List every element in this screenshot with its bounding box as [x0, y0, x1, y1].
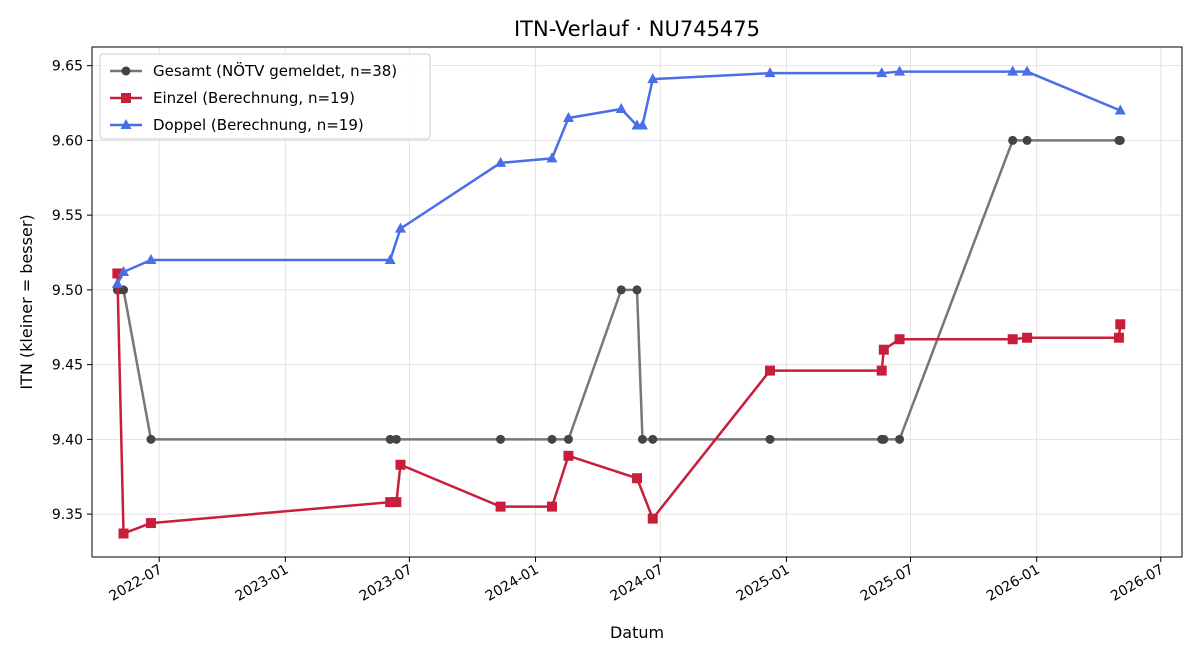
data-point-gesamt: [563, 434, 573, 444]
y-tick-label: 9.55: [52, 208, 83, 224]
data-point-doppel: [647, 73, 659, 84]
legend-label: Einzel (Berechnung, n=19): [153, 89, 355, 107]
y-tick-label: 9.35: [52, 507, 83, 523]
data-point-doppel: [145, 253, 157, 264]
data-point-gesamt: [616, 285, 626, 295]
x-tick-label: 2023-07: [357, 562, 416, 605]
data-point-gesamt: [146, 434, 156, 444]
y-tick-label: 9.45: [52, 358, 83, 374]
series-einzel: [112, 268, 1126, 539]
data-point-gesamt: [496, 434, 506, 444]
data-point-einzel: [1113, 332, 1124, 343]
data-point-doppel: [384, 253, 396, 264]
data-point-doppel: [636, 119, 648, 130]
legend-box: [99, 53, 431, 140]
data-point-einzel: [395, 459, 406, 470]
legend-item-gesamt: Gesamt (NÖTV gemeldet, n=38): [110, 61, 397, 80]
data-point-einzel: [894, 334, 905, 345]
data-point-gesamt: [648, 434, 658, 444]
series-line-einzel: [116, 273, 1122, 535]
data-point-einzel: [764, 365, 775, 376]
data-point-einzel: [112, 268, 123, 279]
legend-marker: [120, 119, 132, 129]
data-point-doppel: [394, 222, 406, 233]
x-axis: 2022-07 2023-01 2023-07 2024-01 2024-07 2025-…: [107, 557, 1167, 605]
data-point-gesamt: [385, 434, 395, 444]
x-tick-label: 2022-07: [107, 562, 166, 605]
y-tick-label: 9.40: [52, 432, 83, 448]
data-point-einzel: [546, 501, 557, 512]
series-layer: [111, 65, 1126, 539]
data-point-gesamt: [1022, 135, 1032, 145]
data-point-doppel: [894, 65, 906, 76]
data-point-einzel: [563, 450, 574, 461]
data-point-gesamt: [547, 434, 557, 444]
data-point-einzel: [385, 497, 396, 508]
x-tick-label: 2026-07: [1108, 562, 1167, 605]
data-point-einzel: [632, 473, 642, 484]
data-point-gesamt: [632, 285, 642, 295]
data-point-einzel: [878, 344, 889, 355]
data-point-doppel: [495, 156, 507, 167]
data-point-doppel: [1114, 104, 1126, 115]
data-point-doppel: [111, 277, 123, 288]
legend-marker: [121, 66, 131, 76]
data-point-einzel: [495, 501, 506, 512]
data-point-doppel: [562, 111, 574, 122]
data-point-einzel: [391, 497, 402, 508]
legend-item-doppel: Doppel (Berechnung, n=19): [110, 116, 364, 134]
data-point-einzel: [145, 518, 156, 529]
data-point-gesamt: [765, 434, 775, 444]
x-tick-label: 2025-07: [858, 562, 917, 605]
legend: Gesamt (NÖTV gemeldet, n=38) Einzel (Bere…: [99, 53, 431, 140]
chart-title: ITN-Verlauf · NU745475: [514, 17, 760, 41]
x-axis-label: Datum: [610, 623, 664, 642]
legend-item-einzel: Einzel (Berechnung, n=19): [110, 89, 355, 107]
data-point-einzel: [118, 528, 129, 539]
data-point-gesamt: [1008, 135, 1018, 145]
x-tick-label: 2023-01: [233, 562, 292, 605]
y-axis: 9.35 9.40 9.45 9.50 9.55 9.60 9.65: [52, 59, 92, 523]
x-tick-label: 2025-01: [734, 562, 793, 605]
data-point-gesamt: [1115, 135, 1125, 145]
data-point-gesamt: [391, 434, 401, 444]
data-point-doppel: [1007, 65, 1019, 76]
data-point-doppel: [764, 67, 776, 78]
series-gesamt: [112, 135, 1125, 444]
plot-frame: [91, 46, 1183, 558]
y-tick-label: 9.50: [52, 283, 83, 299]
y-tick-label: 9.60: [52, 133, 83, 149]
data-point-gesamt: [895, 434, 905, 444]
x-tick-label: 2026-01: [984, 562, 1043, 605]
y-tick-label: 9.65: [52, 59, 83, 75]
series-line-doppel: [116, 70, 1121, 285]
data-point-doppel: [546, 152, 558, 163]
data-point-einzel: [1022, 332, 1033, 343]
data-point-einzel: [1007, 334, 1018, 345]
data-point-einzel: [647, 513, 658, 524]
legend-marker: [121, 93, 131, 103]
data-point-einzel: [1115, 319, 1126, 330]
data-point-doppel: [615, 103, 627, 114]
data-point-doppel: [1021, 65, 1033, 76]
x-tick-label: 2024-01: [483, 562, 542, 605]
data-point-einzel: [876, 365, 887, 376]
data-point-gesamt: [879, 434, 889, 444]
x-tick-label: 2024-07: [608, 562, 667, 605]
data-point-doppel: [876, 67, 888, 78]
data-point-doppel: [118, 265, 130, 276]
y-axis-label: ITN (kleiner = besser): [17, 214, 36, 389]
series-doppel: [111, 65, 1126, 288]
legend-label: Gesamt (NÖTV gemeldet, n=38): [153, 61, 397, 80]
data-point-gesamt: [637, 434, 647, 444]
legend-label: Doppel (Berechnung, n=19): [153, 116, 364, 134]
